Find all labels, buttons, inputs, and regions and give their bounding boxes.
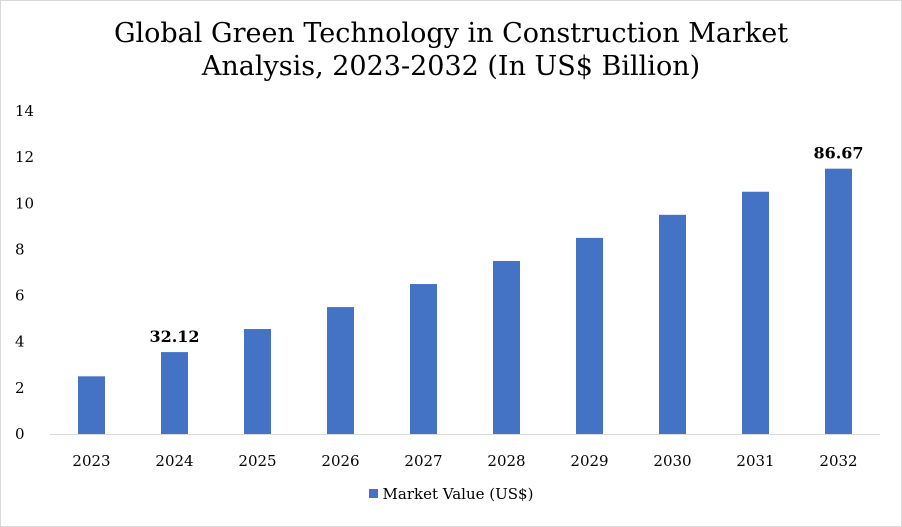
bar-2023 [78,376,105,434]
bar-2030 [659,214,686,434]
y-tick-label: 10 [15,194,34,212]
data-label: 86.67 [813,144,863,163]
legend-label: Market Value (US$) [382,485,534,503]
bar-2032 [825,168,852,434]
x-tick-label: 2027 [404,452,442,470]
chart-title-line-1: Global Green Technology in Construction … [113,18,789,49]
y-tick-label: 6 [15,287,25,305]
y-tick-label: 0 [15,425,25,443]
y-tick-label: 14 [15,102,34,120]
legend-swatch [368,489,378,498]
x-tick-label: 2031 [736,452,774,470]
bar-2027 [410,284,437,434]
data-label: 32.12 [149,327,199,346]
x-tick-label: 2026 [321,452,359,470]
x-tick-label: 2032 [819,452,857,470]
bar-2029 [576,237,603,434]
chart-legend: Market Value (US$) [1,485,901,503]
x-tick-label: 2025 [238,452,276,470]
y-tick-label: 2 [15,379,25,397]
x-tick-label: 2024 [155,452,193,470]
y-tick-label: 4 [15,333,25,351]
chart-title-line-2: Analysis, 2023-2032 (In US$ Billion) [201,51,701,82]
y-tick-label: 8 [15,240,25,258]
x-tick-label: 2028 [487,452,525,470]
bar-2026 [327,307,354,434]
bar-2031 [742,191,769,434]
bar-2025 [244,329,271,434]
y-tick-label: 12 [15,148,34,166]
x-tick-label: 2023 [72,452,110,470]
bar-2024 [161,352,188,434]
chart-title: Global Green Technology in Construction … [1,17,901,83]
x-tick-label: 2029 [570,452,608,470]
bar-2028 [493,260,520,434]
x-tick-label: 2030 [653,452,691,470]
